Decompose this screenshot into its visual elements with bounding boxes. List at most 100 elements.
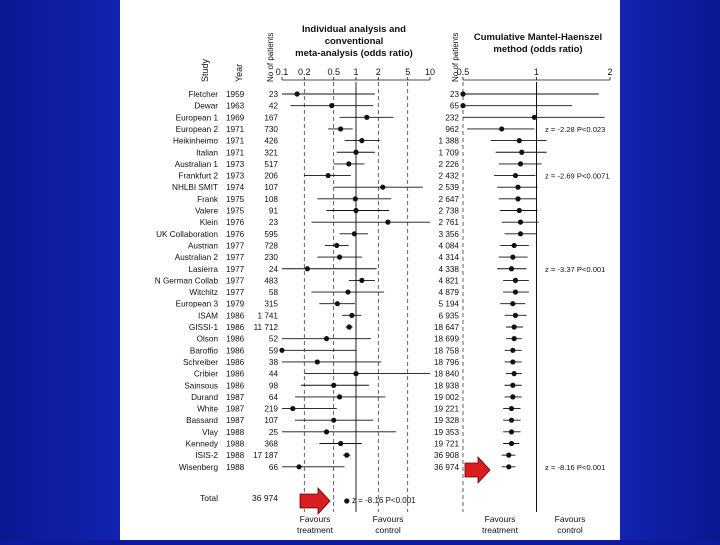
cumulative-n: 4 314 [439,253,460,262]
study-name: Sainsous [184,381,218,390]
study-name: Bassand [186,416,218,425]
study-name: Frankfurt 2 [178,172,218,181]
right-panel-title-1: Cumulative Mantel-Haenszel [474,32,602,43]
study-point [334,301,340,307]
cumulative-n: 23 [450,90,460,99]
study-n: 11 712 [254,323,279,332]
study-point [345,289,351,295]
study-name: European 3 [176,300,219,309]
study-n: 167 [264,113,278,122]
study-point [296,464,302,470]
study-n: 426 [264,137,278,146]
left-tick-label: 1 [353,67,358,77]
study-n: 368 [264,440,278,449]
study-point [323,336,330,342]
study-name: Olson [197,335,219,344]
cumulative-n: 4 084 [439,241,460,250]
study-n: 38 [269,358,279,367]
cumulative-point [511,324,517,330]
study-name: Italian [196,148,218,157]
cumulative-n: 5 194 [439,300,460,309]
cumulative-point [515,184,521,190]
cumulative-annotation: z = -8.16 P<0.001 [545,463,605,472]
study-year: 1973 [226,172,245,181]
study-n: 44 [269,370,279,379]
study-year: 1987 [226,405,245,414]
study-point [325,172,331,179]
study-year: 1986 [226,311,245,320]
study-name: Durand [191,393,218,402]
cumulative-point [512,312,519,318]
study-year: 1971 [226,148,245,157]
cumulative-n: 2 647 [439,195,460,204]
cumulative-point [508,266,515,272]
study-n: 23 [269,218,279,227]
study-point [334,242,340,249]
right-axis: 0.5 1 2 [457,67,613,512]
cumulative-n: 19 328 [434,416,459,425]
study-n: 315 [264,300,278,309]
study-name: Baroffio [190,346,219,355]
study-name: Austrian [188,241,218,250]
slide-left-margin [0,0,120,540]
study-rows: Fletcher 1959 23 Dewar 1963 42 European 1 1969 1… [155,90,610,504]
study-n: 107 [264,183,278,192]
study-year: 1986 [226,370,245,379]
right-tick-label: 0.5 [457,67,470,77]
study-year: 1988 [226,428,245,437]
study-point [338,126,344,132]
study-year: 1986 [226,335,245,344]
study-year: 1986 [226,358,245,367]
study-name: Australian 1 [175,160,219,169]
study-year: 1977 [226,276,245,285]
cumulative-n: 4 879 [439,288,460,297]
cumulative-n: 19 221 [434,405,459,414]
study-name: GISSI-1 [189,323,219,332]
study-year: 1977 [226,241,245,250]
study-n: 517 [264,160,278,169]
study-name: Heikinheimo [173,137,218,146]
left-tick-label: 10 [425,67,435,77]
cumulative-n: 2 432 [439,172,460,181]
study-name: Cribier [194,370,218,379]
header-study: Study [200,58,210,82]
study-n: 24 [269,265,279,274]
study-year: 1988 [226,451,245,460]
study-year: 1977 [226,253,245,262]
cumulative-n: 962 [445,125,459,134]
study-n: 230 [264,253,278,262]
study-n: 17 187 [253,451,278,460]
cumulative-point [515,196,521,202]
cumulative-point [506,452,512,458]
left-panel-title-1: Individual analysis and [302,24,406,35]
study-point [314,359,320,365]
cumulative-point [519,149,525,155]
study-year: 1988 [226,463,245,472]
cumulative-point [506,464,512,470]
study-name: Kennedy [186,440,219,449]
study-year: 1986 [226,381,245,390]
cumulative-point [460,91,466,97]
study-point [346,161,352,167]
cumulative-annotation: z = -2.69 P<0.0071 [545,172,610,181]
study-n: 58 [269,288,279,297]
favours-control-left: Favours [373,514,404,524]
study-n: 52 [269,335,279,344]
study-point [336,394,343,400]
cumulative-point [512,289,519,295]
slide-right-margin [620,0,720,540]
favours-treatment-left: Favours [300,514,331,524]
study-point [331,417,337,423]
cumulative-point [512,172,519,179]
study-point [336,254,343,260]
study-point [353,371,359,377]
study-year: 1963 [226,102,245,111]
study-point [353,149,359,155]
study-n: 219 [264,405,278,414]
study-point [352,196,358,202]
study-point [290,405,296,412]
study-n: 42 [269,102,279,111]
study-point [279,347,285,353]
cumulative-point [508,405,515,412]
study-year: 1959 [226,90,245,99]
